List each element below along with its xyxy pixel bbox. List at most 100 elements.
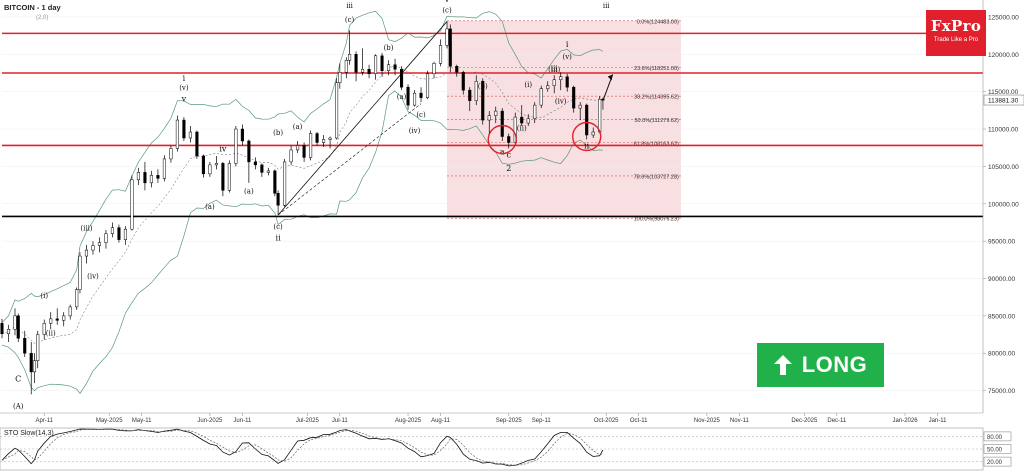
time-axis: Apr-11 May-2025 May-11 Jun-2025 Jun-11 Jul-20… [0, 412, 983, 424]
bollinger-bands [1, 10, 604, 395]
brand-name: FxPro [930, 17, 982, 35]
highlight-circle [487, 124, 517, 155]
candle-body [32, 360, 37, 373]
time-tick-label: Sep-2025 [496, 418, 523, 424]
candle-body [266, 170, 270, 173]
fib-level-label: 23.6%(118251.00) [634, 66, 679, 72]
candle-body [169, 148, 173, 160]
candles [0, 21, 605, 395]
wave-label: (i) [40, 292, 48, 300]
candle-body [75, 289, 79, 308]
time-tick-label: Dec-2025 [791, 418, 818, 424]
candle-body [260, 164, 264, 173]
wave-label: (c) [345, 16, 355, 24]
fib-level-label: 0.0%(124483.00) [637, 19, 679, 25]
price-tick-label: 115000.00 [988, 89, 1019, 96]
stochastic-level-box [983, 431, 1012, 442]
wave-label: (i) [524, 81, 532, 89]
price-tick-label: 100000.00 [988, 201, 1019, 208]
wave-label: v [181, 94, 187, 103]
candle-body [221, 163, 225, 191]
bollinger-middle [1, 66, 603, 344]
candle-body [162, 158, 166, 179]
candle-body [445, 28, 449, 46]
fib-level-label: 38.2%(114395.62) [634, 95, 679, 101]
candle-body [62, 315, 66, 321]
time-tick-label: Nov-2025 [694, 418, 721, 424]
candle-body [585, 104, 589, 136]
candle-body [289, 149, 293, 163]
wave-label: c [506, 150, 511, 159]
wave-label: C [15, 375, 21, 384]
candle-body [425, 73, 430, 98]
time-tick-label: Apr-11 [35, 418, 53, 424]
wave-label: i [566, 40, 569, 49]
candle-body [214, 163, 218, 166]
candle-body [361, 69, 365, 73]
candle-body [68, 306, 72, 317]
signal-label: LONG [801, 352, 868, 377]
time-tick-label: Sep-11 [532, 418, 552, 424]
fib-level-label: 100.0%(98076.23) [634, 217, 679, 223]
stochastic-d-line [1, 428, 603, 466]
candle-body [533, 104, 537, 119]
candle-body [481, 80, 485, 121]
time-tick-label: May-11 [132, 418, 152, 424]
candle-body [448, 28, 452, 67]
candle-body [487, 115, 491, 121]
price-tick-label: 80000.00 [988, 351, 1015, 358]
forecast-arrow [602, 74, 614, 101]
candle-body [0, 323, 4, 335]
price-axis: 125000.00 120000.00 115000.00 110000.00 1050… [982, 0, 1024, 413]
candle-body [572, 86, 576, 109]
candle-body [461, 71, 465, 91]
candle-body [559, 76, 563, 80]
candle-body [500, 110, 504, 137]
candle-body [399, 69, 404, 88]
stochastic-title: STO Slow(14,3) [4, 430, 54, 437]
candle-body [380, 55, 384, 71]
candle-body [406, 86, 410, 106]
wave-label: iii [551, 65, 558, 73]
candle-body [55, 318, 59, 321]
candle-body [344, 60, 348, 73]
candle-body [247, 140, 251, 163]
stochastic-level-box [983, 444, 1012, 454]
trendline [277, 21, 448, 216]
candle-body [78, 255, 82, 290]
candle-body [123, 228, 127, 240]
candle-body [438, 45, 443, 64]
candle-body [283, 161, 287, 206]
candle-body [455, 66, 459, 73]
candle-body [507, 136, 511, 143]
price-tick-label: 95000.00 [988, 239, 1015, 246]
stochastic-panel: 80.00 50.00 20.00 [0, 427, 1012, 471]
candle-body [84, 249, 89, 257]
price-tick-label: 105000.00 [988, 164, 1019, 171]
bollinger-lower [1, 90, 603, 395]
fib-level-label: 50.0%(111279.62) [634, 118, 679, 124]
candle-body [136, 172, 140, 181]
stochastic-level-label: 80.00 [987, 435, 1003, 441]
time-tick-label: May-2025 [96, 418, 123, 424]
wave-label: i [183, 74, 186, 83]
wave-label: (b) [478, 83, 488, 91]
candle-body [143, 172, 147, 184]
price-tick-label: 125000.00 [988, 14, 1019, 21]
price-tick-label: 75000.00 [988, 388, 1015, 395]
wave-label: (iii) [548, 66, 560, 74]
time-tick-label: Jan-11 [929, 418, 948, 424]
price-tick-label: 110000.00 [988, 127, 1019, 134]
forecast-arrowhead [607, 74, 613, 81]
candle-body [104, 233, 108, 243]
horizontal-levels [2, 32, 983, 218]
wave-label: (v) [563, 53, 573, 61]
elliott-wave-labels: C(A)(c)ii(c)viii(c)iii2(b)(b)(a)(a)(a)i(… [13, 0, 610, 411]
time-tick-label: Oct-11 [630, 418, 648, 424]
candle-body [36, 334, 40, 361]
time-tick-label: Aug-2025 [395, 418, 422, 424]
candle-body [315, 133, 319, 143]
candle-body [322, 139, 326, 143]
wave-label: (b) [273, 129, 283, 137]
time-tick-label: Jul-11 [332, 418, 349, 424]
